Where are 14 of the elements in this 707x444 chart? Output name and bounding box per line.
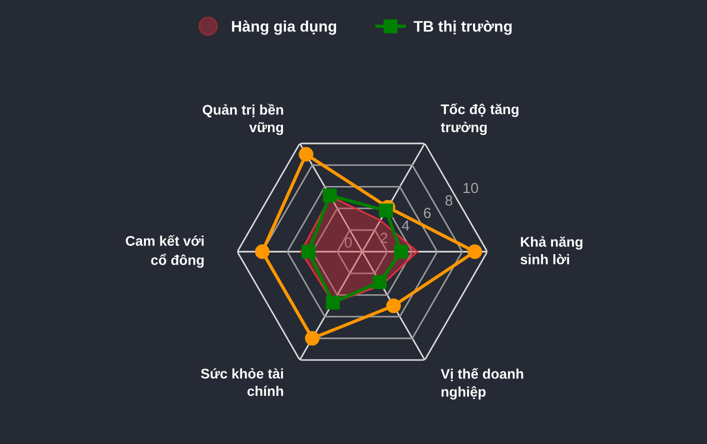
spoke-label: Tốc độ tăng trưởng bbox=[440, 103, 518, 136]
y-tick-label: 6 bbox=[424, 208, 431, 218]
y-tick-label: 10 bbox=[464, 182, 478, 194]
y-tick-label: 4 bbox=[402, 220, 410, 230]
spoke-label: Sức khỏe tài chính bbox=[200, 368, 284, 396]
spoke-label: Quản trị bền vững bbox=[202, 104, 284, 136]
y-tick-label: 2 bbox=[380, 232, 388, 243]
legend-label: Hàng gia dụng bbox=[232, 20, 336, 35]
spoke-label: Cam kết với cổ đông bbox=[126, 235, 204, 268]
spoke-label: Vị thế doanh nghiệp bbox=[440, 368, 524, 400]
spoke-label: Khả năng sinh lời bbox=[520, 236, 582, 264]
y-tick-label: 8 bbox=[445, 195, 452, 206]
legend-label: TB thị trường bbox=[414, 20, 512, 35]
y-tick-label: 0 bbox=[344, 237, 352, 248]
